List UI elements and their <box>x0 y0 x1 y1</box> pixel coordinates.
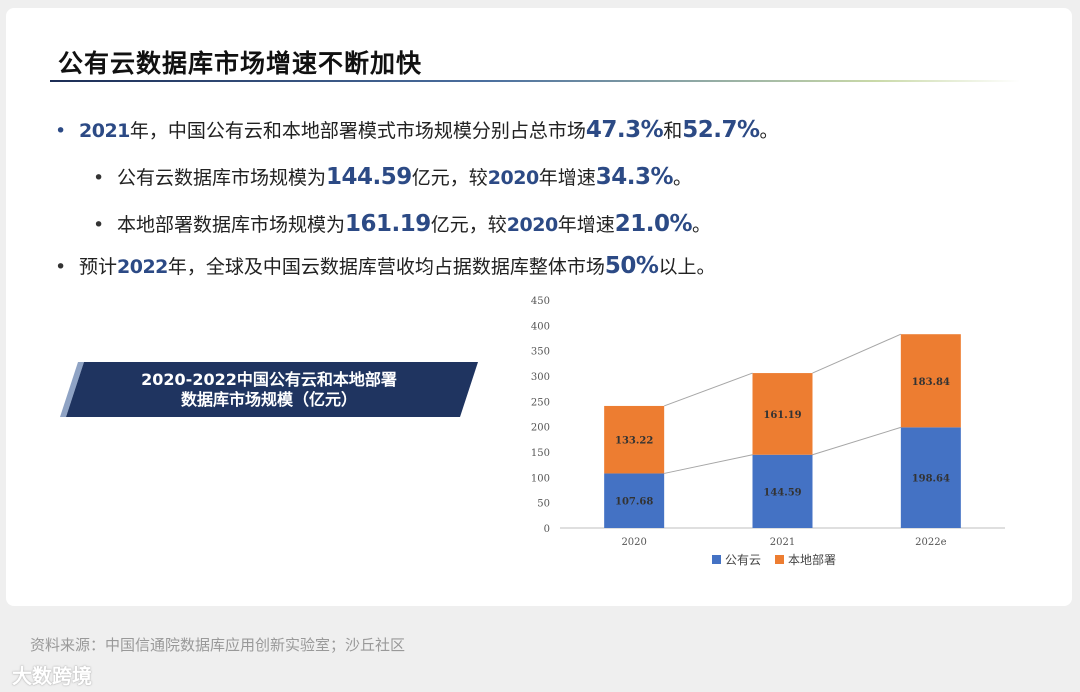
bar-segment <box>900 334 961 428</box>
y-tick-label: 200 <box>531 423 550 434</box>
y-tick-label: 400 <box>531 321 550 332</box>
content-card <box>6 8 1072 606</box>
data-label: 133.22 <box>615 436 653 447</box>
y-tick-label: 450 <box>531 296 550 307</box>
y-tick-label: 250 <box>531 397 550 408</box>
y-tick-label: 300 <box>531 372 550 383</box>
legend-swatch <box>712 555 721 564</box>
y-tick-label: 350 <box>531 347 550 358</box>
page-title: 公有云数据库市场增速不断加快 <box>58 49 423 78</box>
bullet-3: • 本地部署数据库市场规模为161.19亿元，较2020年增速21.0%。 <box>93 211 712 237</box>
banner-shape <box>60 362 478 417</box>
bar-segment <box>752 373 813 455</box>
chart-title-banner: 2020-2022中国公有云和本地部署 数据库市场规模（亿元） <box>60 362 478 417</box>
bullet-2: • 公有云数据库市场规模为144.59亿元，较2020年增速34.3%。 <box>93 164 693 190</box>
series-connector-line <box>663 372 753 407</box>
title-underline <box>50 80 1020 82</box>
bar-segment <box>900 427 961 528</box>
data-label: 198.64 <box>912 474 950 485</box>
bar-segment <box>604 473 665 528</box>
data-label: 183.84 <box>912 377 950 388</box>
x-tick-label: 2020 <box>621 537 646 548</box>
banner-text: 2020-2022中国公有云和本地部署 数据库市场规模（亿元） <box>141 370 397 409</box>
y-tick-label: 100 <box>531 473 550 484</box>
series-connector-line <box>812 333 902 374</box>
bullet-1: • 2021年，中国公有云和本地部署模式市场规模分别占总市场47.3%和52.7%… <box>55 117 779 143</box>
bullet-dot: • <box>93 214 105 236</box>
bar-segment <box>752 454 813 528</box>
bar-segment <box>604 405 665 474</box>
stacked-bar-chart: 0 50 100 150 200 250 300 350 400 450 107.68 133.22 2… <box>531 296 1005 567</box>
bullet-dot: • <box>55 256 67 278</box>
data-label: 107.68 <box>615 497 653 508</box>
source-note: 资料来源：中国信通院数据库应用创新实验室；沙丘社区 <box>30 636 406 654</box>
legend-label: 本地部署 <box>788 552 836 567</box>
bullet-dot: • <box>93 167 105 189</box>
data-label: 161.19 <box>763 410 801 421</box>
y-tick-label: 50 <box>537 499 550 510</box>
x-tick-label: 2022e <box>915 537 946 548</box>
x-tick-label: 2021 <box>770 537 795 548</box>
legend-swatch <box>775 555 784 564</box>
data-label: 144.59 <box>763 487 801 498</box>
bullet-dot: • <box>55 120 67 142</box>
y-tick-label: 0 <box>544 524 550 535</box>
series-connector-line <box>664 454 753 474</box>
series-connector-line <box>812 426 901 456</box>
y-tick-label: 150 <box>531 448 550 459</box>
bullet-4: • 预计2022年，全球及中国云数据库营收均占据数据库整体市场50%以上。 <box>55 253 716 279</box>
brand-logo: 大数跨境 <box>12 664 92 688</box>
legend-label: 公有云 <box>725 553 761 567</box>
